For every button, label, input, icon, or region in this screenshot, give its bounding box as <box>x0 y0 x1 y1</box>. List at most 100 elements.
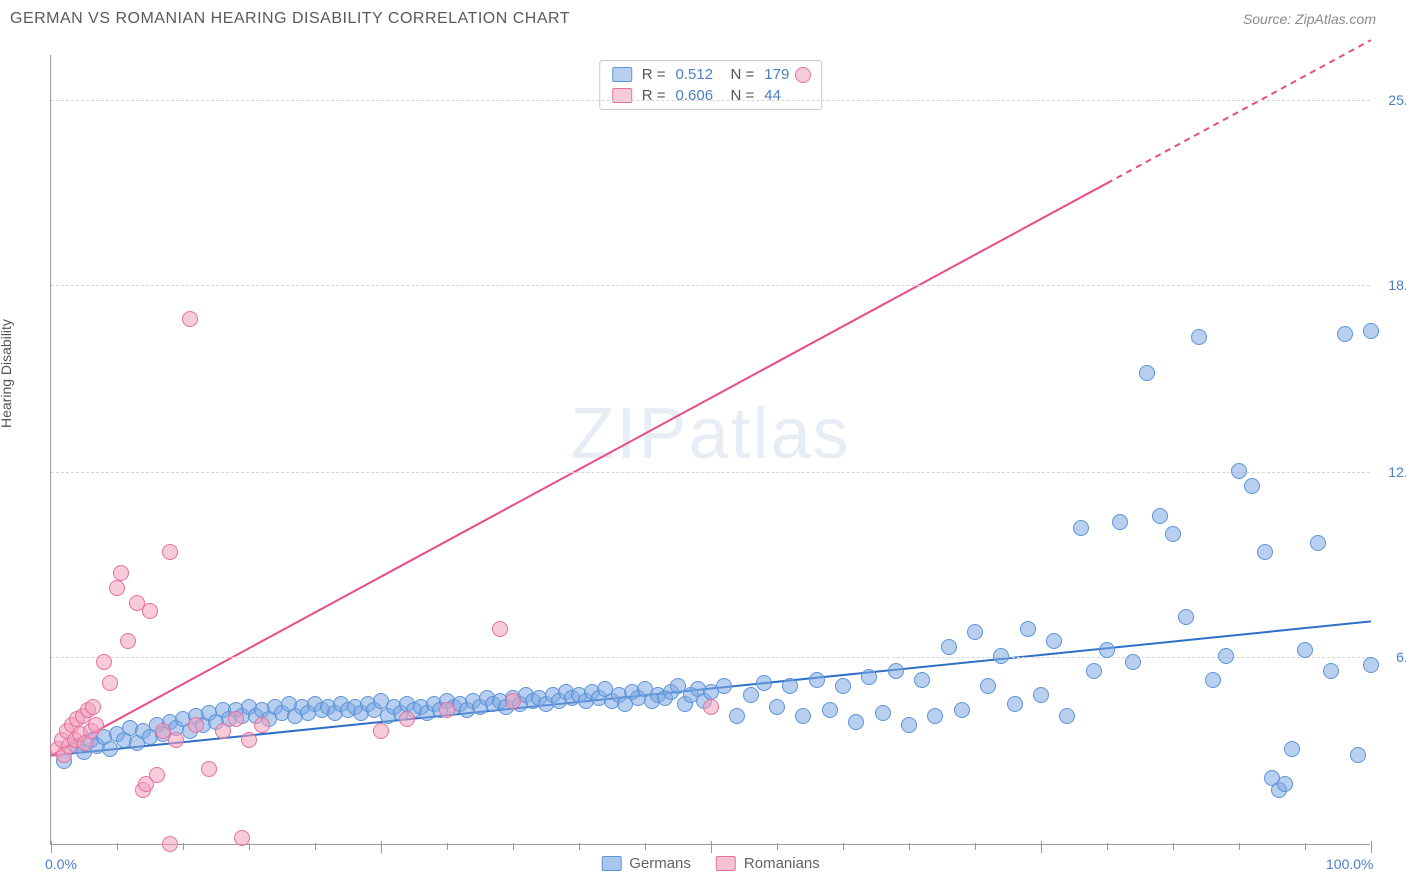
data-point <box>1257 544 1273 560</box>
data-point <box>1205 672 1221 688</box>
data-point <box>1099 642 1115 658</box>
legend-r-label: R = <box>642 66 666 83</box>
x-tick <box>249 843 250 850</box>
x-tick <box>315 843 316 850</box>
data-point <box>888 663 904 679</box>
data-point <box>182 311 198 327</box>
legend-row: R = 0.606 N = 44 <box>600 85 822 106</box>
source-attribution: Source: ZipAtlas.com <box>1243 11 1376 27</box>
gridline <box>51 657 1370 658</box>
legend-swatch <box>716 856 736 871</box>
watermark-text: ZIPatlas <box>570 393 850 475</box>
x-tick-label: 0.0% <box>45 856 77 872</box>
data-point <box>1350 747 1366 763</box>
chart-header: GERMAN VS ROMANIAN HEARING DISABILITY CO… <box>0 0 1406 38</box>
data-point <box>1139 365 1155 381</box>
data-point <box>1178 609 1194 625</box>
gridline <box>51 472 1370 473</box>
legend-r-value: 0.512 <box>676 66 721 83</box>
x-tick <box>711 841 712 853</box>
scatter-plot-area: ZIPatlas R = 0.512 N = 179 R = 0.606 N =… <box>50 55 1370 845</box>
data-point <box>373 723 389 739</box>
data-point <box>1244 478 1260 494</box>
legend-row: R = 0.512 N = 179 <box>600 64 822 85</box>
x-tick <box>1041 841 1042 853</box>
data-point <box>109 580 125 596</box>
data-point <box>505 693 521 709</box>
data-point <box>1073 520 1089 536</box>
y-tick-label: 12.5% <box>1378 464 1406 480</box>
legend-r-value: 0.606 <box>676 87 721 104</box>
x-tick <box>777 843 778 850</box>
data-point <box>439 702 455 718</box>
data-point <box>954 702 970 718</box>
data-point <box>743 687 759 703</box>
data-point <box>875 705 891 721</box>
legend-n-label: N = <box>731 66 755 83</box>
data-point <box>215 723 231 739</box>
legend-n-value: 44 <box>764 87 809 104</box>
x-tick <box>843 843 844 850</box>
chart-title: GERMAN VS ROMANIAN HEARING DISABILITY CO… <box>10 10 570 28</box>
data-point <box>120 633 136 649</box>
data-point <box>1363 323 1379 339</box>
legend-r-label: R = <box>642 87 666 104</box>
data-point <box>795 67 811 83</box>
x-tick-label: 100.0% <box>1326 856 1373 872</box>
legend-label: Germans <box>629 855 691 872</box>
data-point <box>1191 329 1207 345</box>
data-point <box>234 830 250 846</box>
series-legend: Germans Romanians <box>601 855 820 872</box>
legend-n-label: N = <box>731 87 755 104</box>
data-point <box>113 565 129 581</box>
data-point <box>756 675 772 691</box>
data-point <box>941 639 957 655</box>
legend-swatch <box>612 67 632 82</box>
data-point <box>1231 463 1247 479</box>
data-point <box>162 836 178 852</box>
data-point <box>228 711 244 727</box>
data-point <box>1152 508 1168 524</box>
legend-label: Romanians <box>744 855 820 872</box>
data-point <box>729 708 745 724</box>
data-point <box>914 672 930 688</box>
data-point <box>1086 663 1102 679</box>
gridline <box>51 285 1370 286</box>
data-point <box>795 708 811 724</box>
data-point <box>822 702 838 718</box>
data-point <box>848 714 864 730</box>
data-point <box>1033 687 1049 703</box>
legend-swatch <box>601 856 621 871</box>
data-point <box>1112 514 1128 530</box>
y-axis-label: Hearing Disability <box>0 319 14 428</box>
data-point <box>927 708 943 724</box>
x-tick <box>447 843 448 850</box>
x-tick <box>909 843 910 850</box>
data-point <box>1007 696 1023 712</box>
y-tick-label: 18.8% <box>1378 277 1406 293</box>
legend-swatch <box>612 88 632 103</box>
legend-item: Romanians <box>716 855 820 872</box>
data-point <box>399 711 415 727</box>
data-point <box>782 678 798 694</box>
x-tick <box>1305 843 1306 850</box>
data-point <box>1310 535 1326 551</box>
data-point <box>967 624 983 640</box>
data-point <box>809 672 825 688</box>
data-point <box>1059 708 1075 724</box>
data-point <box>149 767 165 783</box>
data-point <box>1046 633 1062 649</box>
x-tick <box>1173 843 1174 850</box>
data-point <box>1277 776 1293 792</box>
data-point <box>1125 654 1141 670</box>
x-tick <box>1239 843 1240 850</box>
x-tick <box>975 843 976 850</box>
data-point <box>993 648 1009 664</box>
x-tick <box>51 841 52 853</box>
data-point <box>168 732 184 748</box>
data-point <box>769 699 785 715</box>
data-point <box>1337 326 1353 342</box>
data-point <box>88 717 104 733</box>
y-tick-label: 25.0% <box>1378 92 1406 108</box>
y-tick-label: 6.3% <box>1378 649 1406 665</box>
